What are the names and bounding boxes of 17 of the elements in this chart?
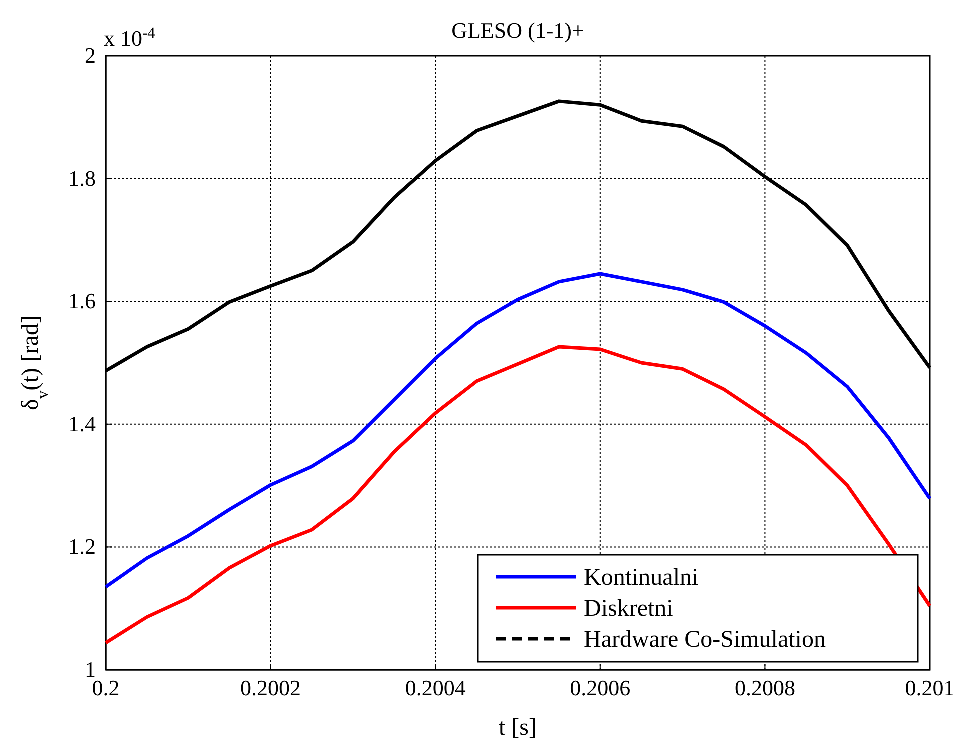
x-tick-label: 0.2002 [240, 676, 302, 701]
x-tick-label: 0.2006 [570, 676, 631, 701]
legend-label: Kontinualni [584, 565, 699, 591]
y-tick-label: 1.2 [68, 534, 96, 560]
y-tick-label: 1.8 [68, 166, 96, 191]
legend-label: Diskretni [584, 596, 674, 622]
text: x 10$^{-4}$ [104, 24, 156, 51]
x-tick-label: 0.201 [905, 676, 955, 701]
y-tick-label: 2 [85, 43, 96, 68]
x-tick-label: 0.2008 [734, 676, 796, 701]
legend-label: Hardware Co-Simulation [584, 627, 826, 653]
chart-title: GLESO (1-1)+ [452, 18, 584, 43]
x-tick-label: 0.2004 [405, 676, 466, 701]
y-tick-label: 1.4 [68, 411, 96, 436]
x-axis-title: t [s] [499, 715, 537, 741]
line-series [104, 272, 932, 589]
y-tick-label: 1.6 [68, 288, 96, 314]
